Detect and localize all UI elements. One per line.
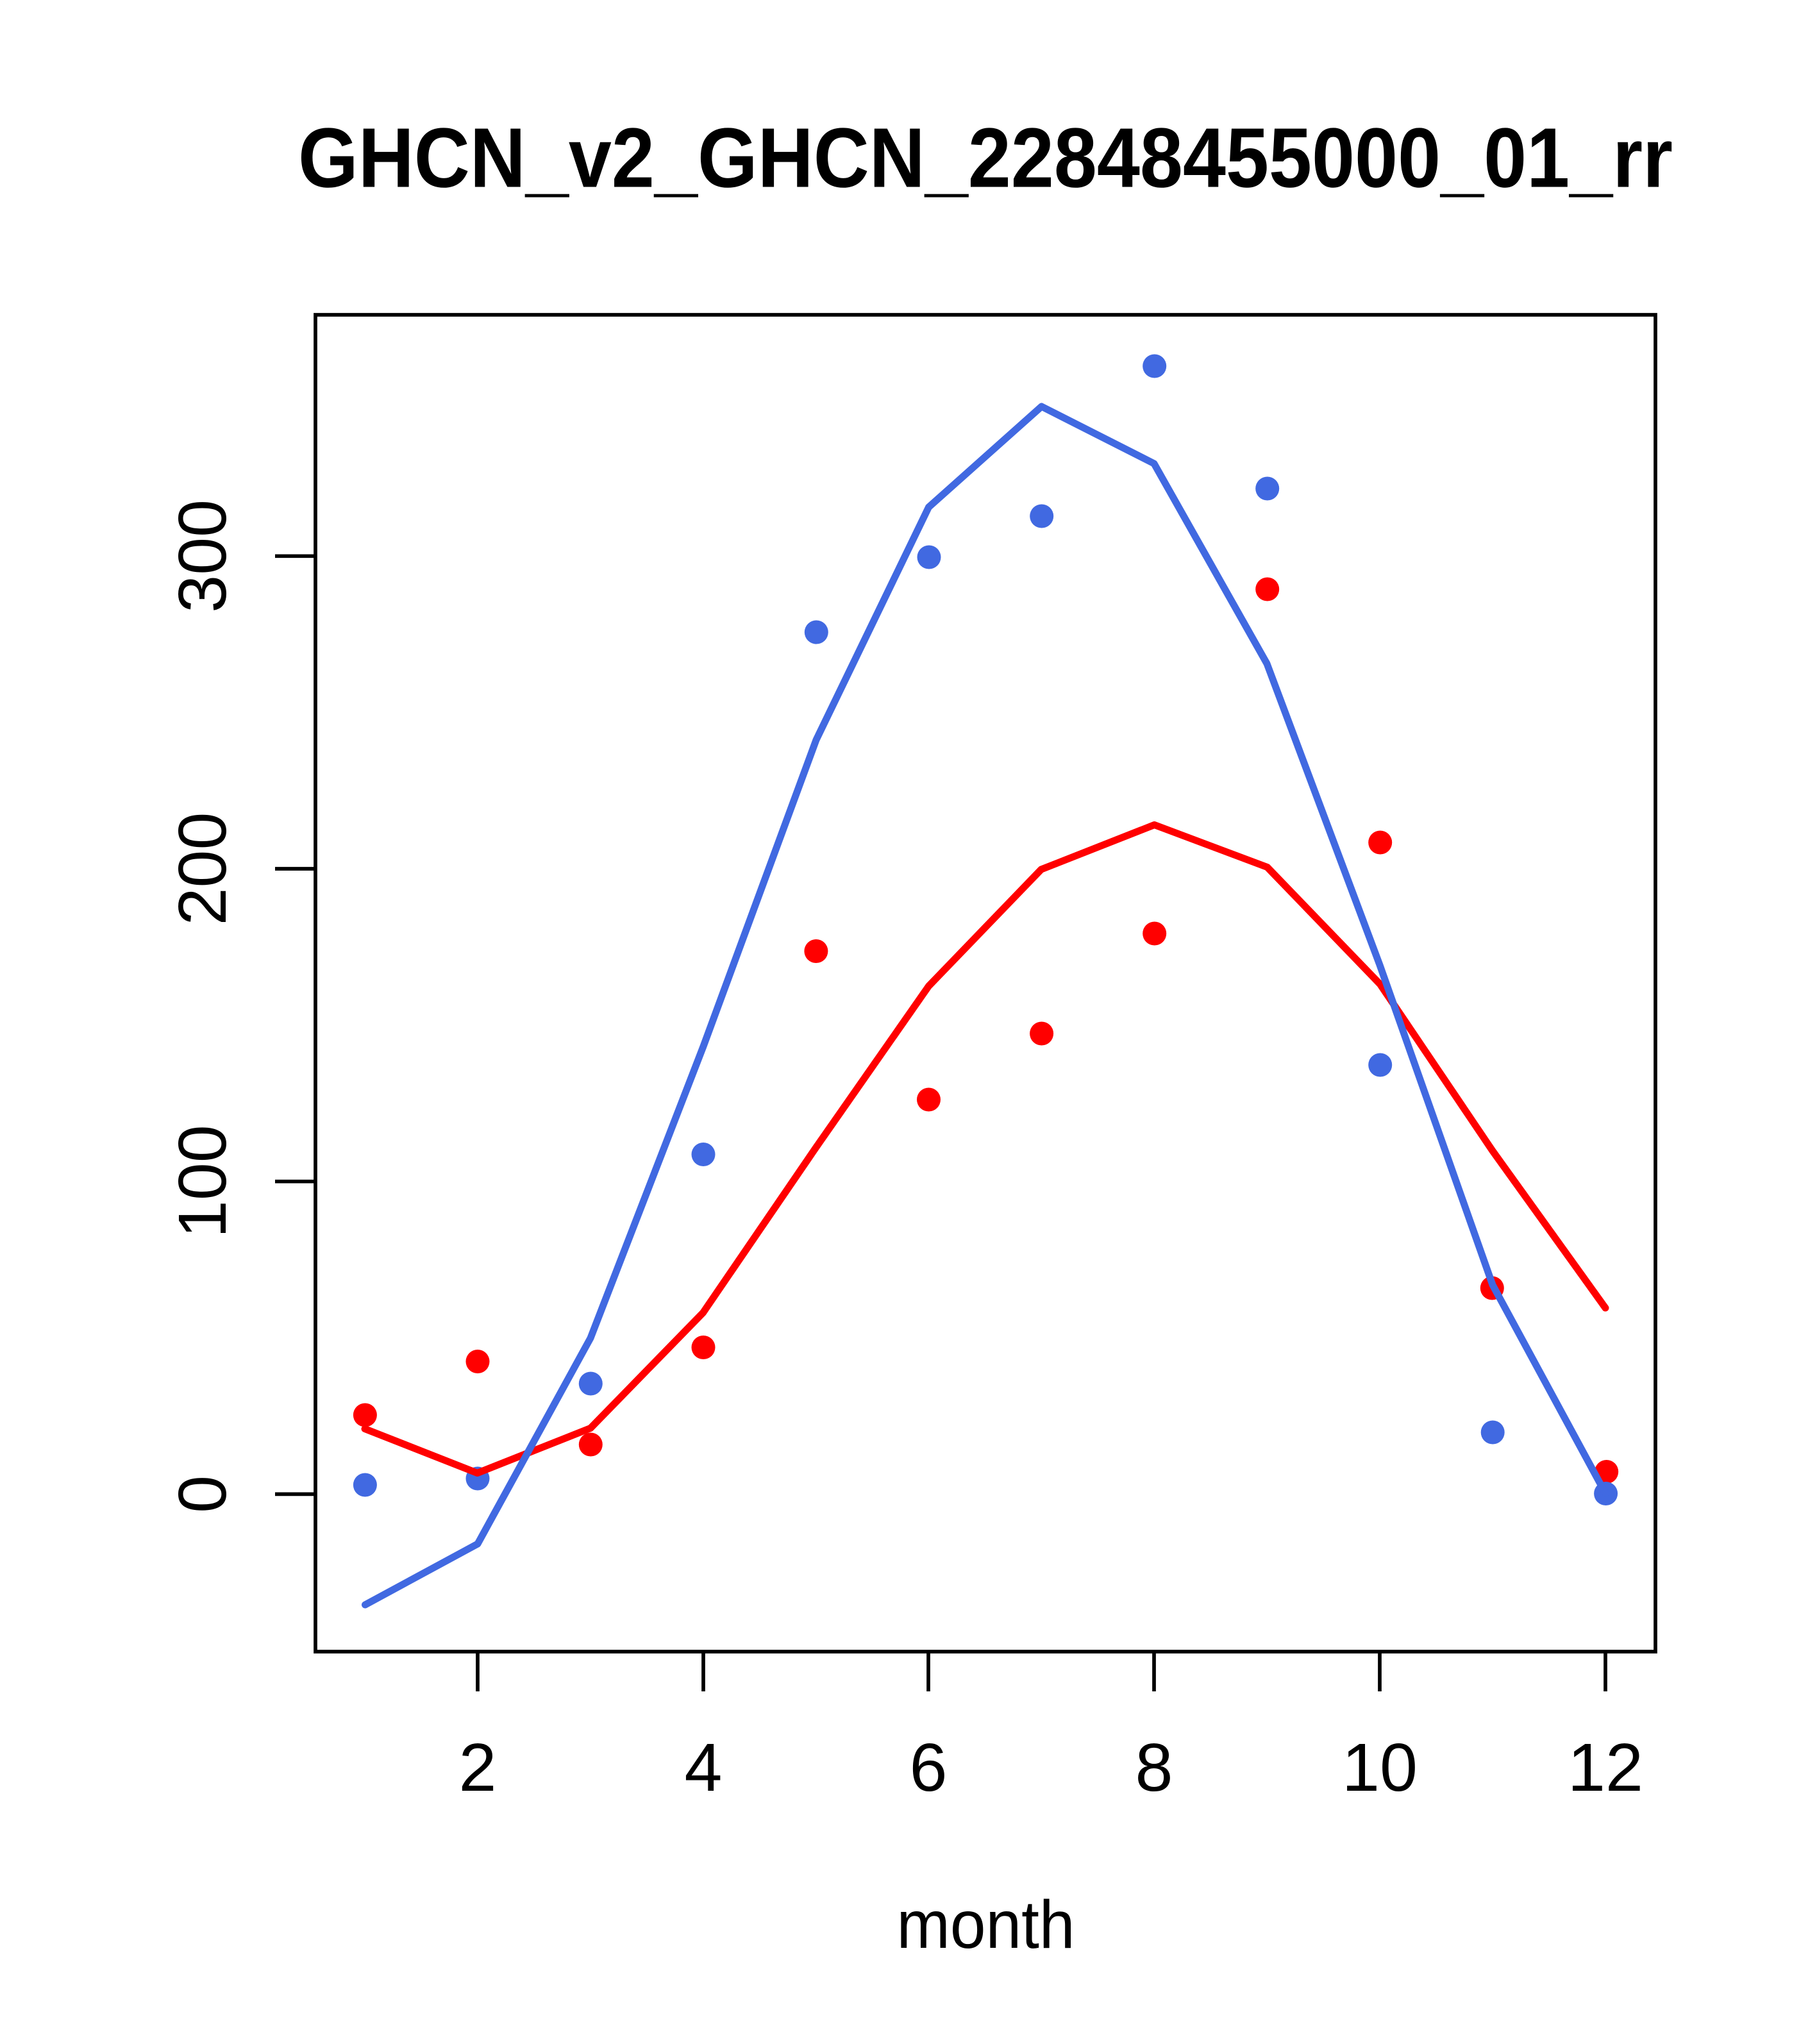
svg-text:300: 300: [165, 499, 240, 613]
svg-text:10: 10: [1342, 1730, 1418, 1805]
svg-text:100: 100: [165, 1125, 240, 1238]
svg-text:12: 12: [1568, 1730, 1643, 1805]
svg-text:month: month: [897, 1887, 1075, 1963]
svg-text:GHCN_v2_GHCN_22848455000_01_rr: GHCN_v2_GHCN_22848455000_01_rr: [298, 111, 1673, 205]
svg-text:8: 8: [1135, 1730, 1173, 1805]
svg-text:2: 2: [459, 1730, 497, 1805]
svg-text:6: 6: [910, 1730, 948, 1805]
svg-text:200: 200: [165, 812, 240, 926]
svg-text:4: 4: [685, 1730, 723, 1805]
svg-text:0: 0: [165, 1475, 240, 1513]
